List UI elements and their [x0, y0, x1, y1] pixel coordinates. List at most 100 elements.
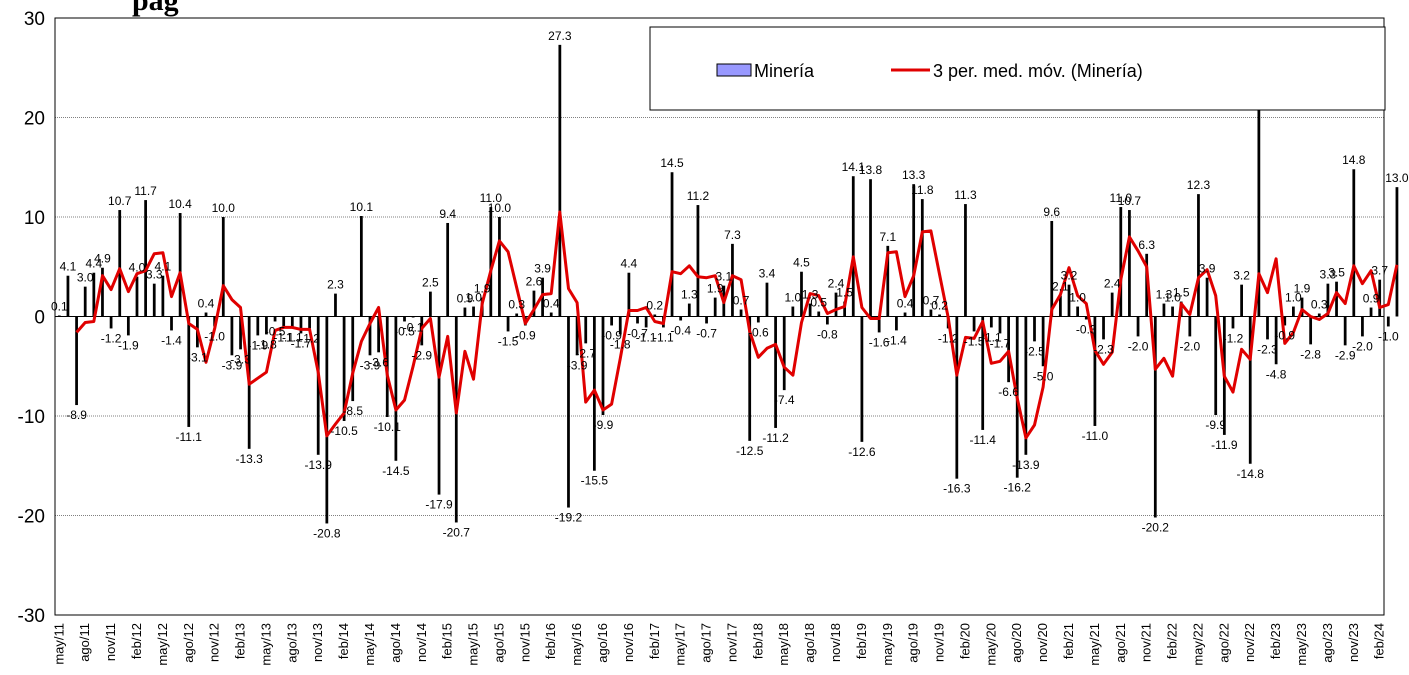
x-tick-label: may/11 — [51, 623, 66, 665]
data-label: 13.0 — [1385, 171, 1409, 185]
bar — [377, 316, 381, 353]
bar — [221, 217, 225, 317]
data-label: -11.4 — [969, 433, 996, 447]
data-label: 10.0 — [212, 201, 236, 215]
bar — [1231, 316, 1235, 329]
bar — [368, 316, 372, 356]
data-label: -1.7 — [291, 336, 312, 350]
x-tick-label: may/21 — [1087, 623, 1102, 666]
data-label: 3.4 — [759, 267, 776, 281]
bar — [843, 301, 847, 317]
bar — [1352, 169, 1356, 317]
data-label: -1.9 — [118, 338, 139, 352]
bar — [938, 314, 941, 317]
data-label: -11.1 — [176, 430, 203, 444]
y-tick-label: -20 — [18, 507, 45, 528]
data-label: -1.1 — [282, 330, 303, 344]
data-label: 1.3 — [681, 288, 698, 302]
data-label: 4.5 — [793, 256, 810, 270]
x-tick-label: nov/18 — [828, 623, 843, 662]
data-label: 1.0 — [465, 291, 482, 305]
bar — [437, 316, 441, 495]
bar — [463, 307, 467, 317]
bar — [1093, 316, 1097, 426]
x-tick-label: nov/21 — [1139, 623, 1154, 662]
bar — [1326, 283, 1330, 317]
data-label: 14.1 — [842, 160, 866, 174]
bar — [1386, 316, 1390, 327]
x-tick-label: feb/12 — [129, 623, 144, 659]
bar — [989, 316, 993, 328]
bar — [1076, 306, 1080, 317]
data-label: -3.9 — [567, 358, 588, 372]
data-label: -2.9 — [411, 348, 432, 362]
x-tick-label: feb/21 — [1061, 623, 1076, 659]
bar — [575, 316, 579, 356]
bar — [869, 179, 872, 317]
x-tick-label: may/18 — [776, 623, 791, 666]
data-label: -1.0 — [204, 329, 225, 343]
data-label: 10.1 — [350, 200, 374, 214]
data-label: 11.8 — [911, 183, 934, 197]
bar — [1395, 187, 1399, 317]
bar — [126, 316, 130, 336]
data-label: -1.2 — [938, 331, 959, 345]
data-label: 1.0 — [1164, 291, 1181, 305]
x-tick-label: nov/13 — [310, 623, 325, 662]
bar — [549, 312, 553, 317]
bar — [359, 216, 363, 317]
x-tick-label: ago/21 — [1113, 623, 1128, 663]
bar — [101, 267, 104, 317]
bar — [817, 311, 821, 317]
data-label: -1.4 — [886, 333, 907, 347]
data-label: 0.2 — [931, 299, 948, 313]
data-label: 0.5 — [810, 296, 827, 310]
bar — [118, 210, 122, 317]
bar — [1205, 277, 1209, 317]
data-label: -2.0 — [1179, 339, 1200, 353]
bar — [1050, 220, 1054, 317]
x-tick-label: nov/14 — [414, 623, 429, 662]
bar — [1110, 292, 1114, 317]
bar — [800, 271, 803, 317]
x-tick-label: may/14 — [362, 623, 377, 666]
data-label: 11.0 — [1110, 191, 1133, 205]
x-tick-label: ago/14 — [388, 623, 403, 663]
bar — [756, 316, 760, 323]
data-label: -4.8 — [1266, 367, 1287, 381]
bar — [886, 245, 890, 317]
x-tick-label: feb/22 — [1165, 623, 1180, 659]
bar — [92, 272, 96, 317]
bar — [1309, 316, 1313, 345]
data-label: -2.9 — [1335, 348, 1356, 362]
legend-label: Minería — [754, 61, 815, 81]
x-tick-label: may/12 — [155, 623, 170, 666]
bar — [1136, 316, 1140, 337]
bar — [1197, 194, 1200, 317]
bar — [981, 316, 985, 430]
bar — [316, 316, 320, 455]
data-label: -0.4 — [670, 323, 691, 337]
data-label: 12.3 — [1187, 178, 1211, 192]
x-tick-label: feb/17 — [647, 623, 662, 659]
data-label: 3.2 — [1061, 269, 1078, 283]
bar — [152, 283, 156, 317]
y-tick-label: 20 — [24, 109, 45, 130]
bar — [1240, 284, 1243, 317]
bar — [636, 316, 639, 324]
legend-swatch-bar — [716, 63, 752, 77]
data-label: -16.2 — [1004, 481, 1032, 495]
bar — [644, 316, 648, 328]
data-label: 3.3 — [1320, 268, 1337, 282]
bar — [506, 316, 510, 332]
data-label: -15.5 — [581, 474, 609, 488]
bar — [627, 272, 631, 317]
x-tick-label: nov/22 — [1242, 623, 1257, 662]
x-tick-label: ago/19 — [906, 623, 921, 663]
data-label: 1.0 — [1069, 291, 1086, 305]
data-label: -6.6 — [998, 385, 1019, 399]
x-tick-label: may/15 — [466, 623, 481, 666]
data-label: -13.9 — [1012, 458, 1040, 472]
bar — [273, 316, 277, 322]
data-label: 1.5 — [836, 286, 853, 300]
